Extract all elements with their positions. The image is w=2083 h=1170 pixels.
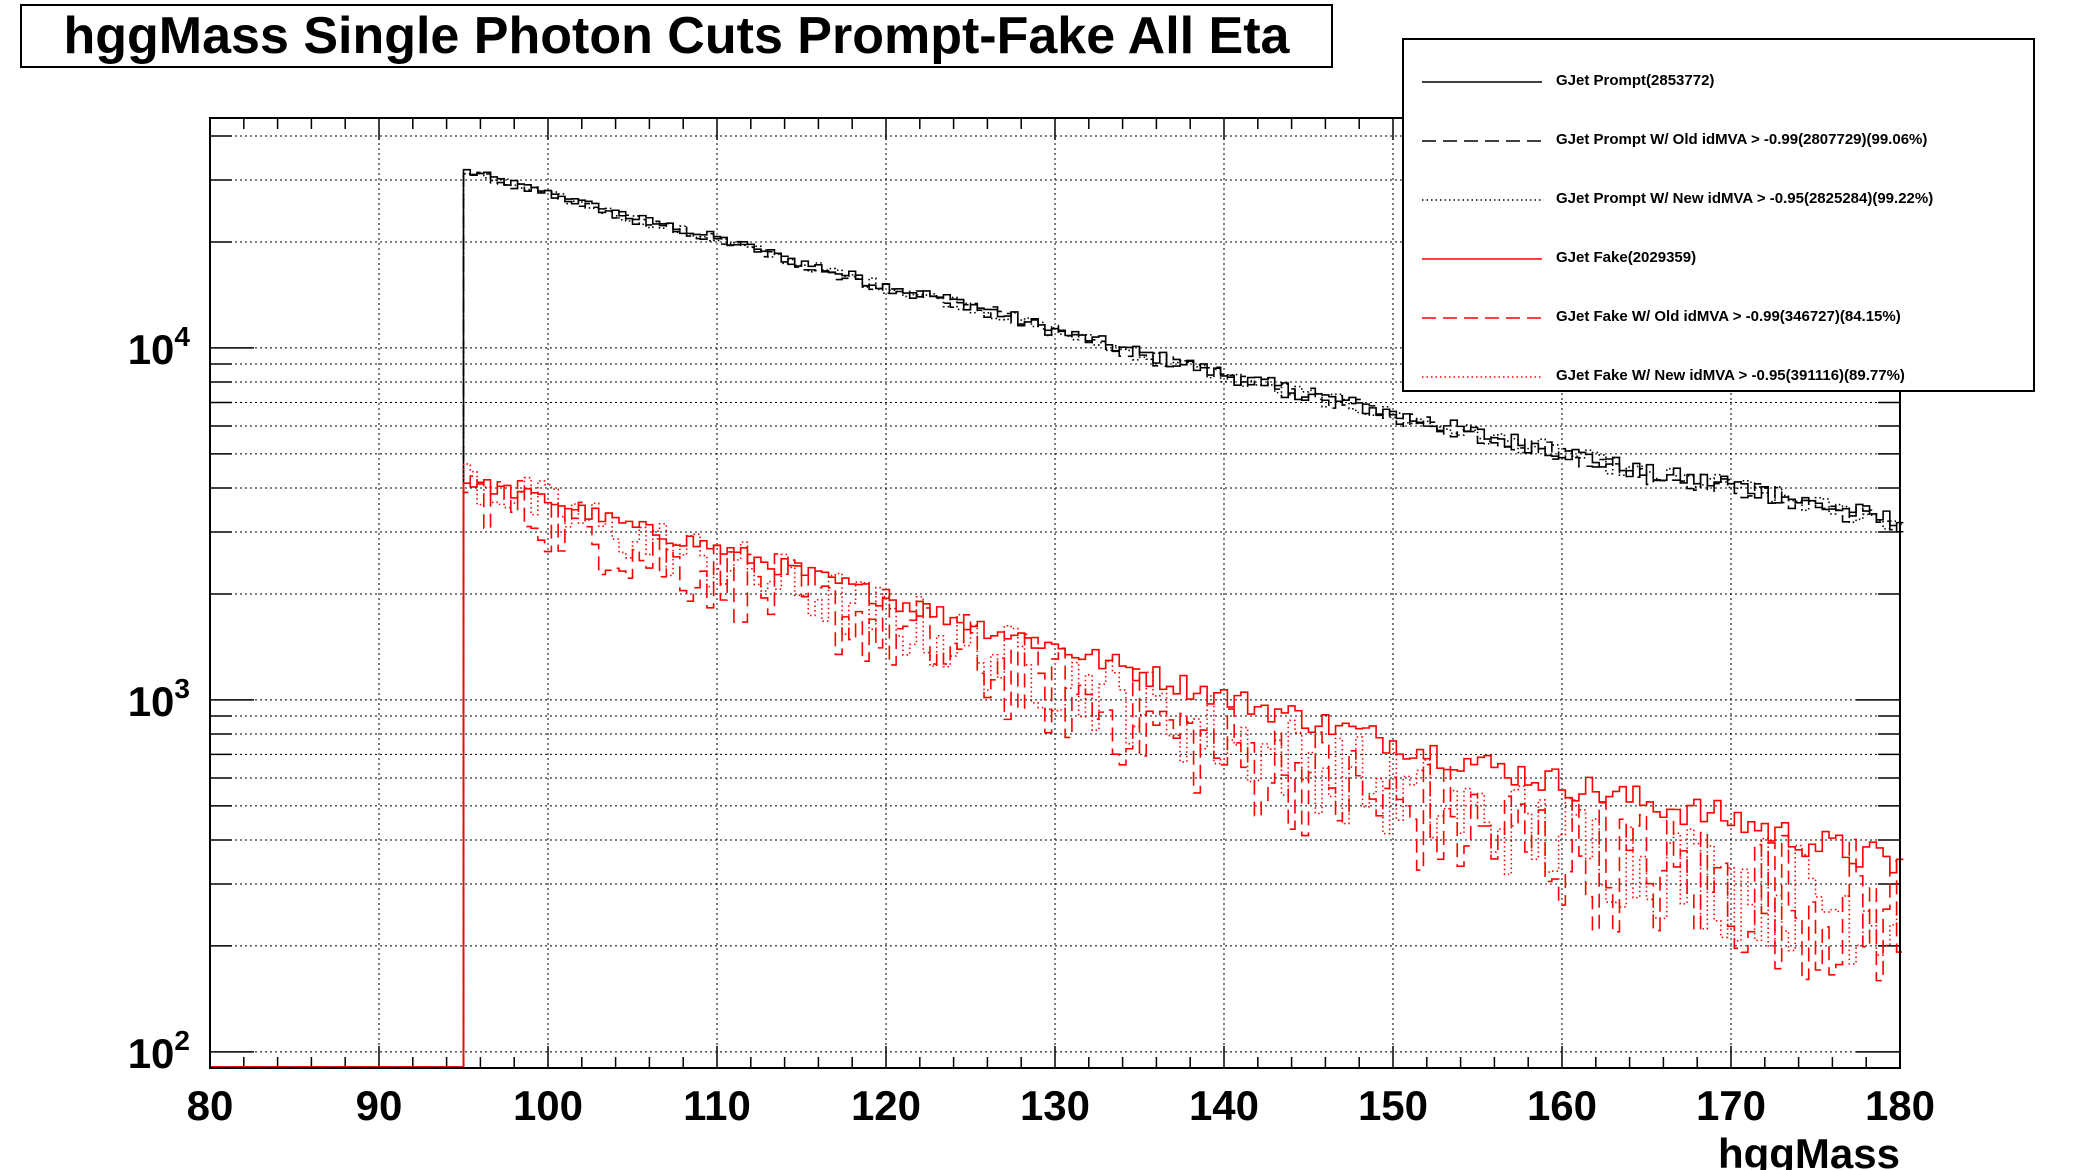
legend-swatch-gjet-fake: [1422, 258, 1542, 260]
legend-label-gjet-fake-old-idmva: GJet Fake W/ Old idMVA > -0.99(346727)(8…: [1556, 308, 1901, 325]
y-tick-label: 103: [128, 673, 190, 725]
legend-swatch-gjet-fake-old-idmva: [1422, 317, 1542, 319]
legend-entry-gjet-fake-new-idmva: GJet Fake W/ New idMVA > -0.95(391116)(8…: [1404, 357, 2033, 397]
x-tick-label: 80: [187, 1082, 234, 1129]
x-tick-label: 110: [683, 1082, 751, 1129]
series-line-4: [210, 475, 1904, 1068]
x-tick-label: 140: [1189, 1082, 1259, 1129]
x-tick-label: 160: [1527, 1082, 1597, 1129]
legend-label-gjet-prompt-old-idmva: GJet Prompt W/ Old idMVA > -0.99(2807729…: [1556, 131, 1928, 148]
legend-entry-gjet-fake: GJet Fake(2029359): [1404, 239, 2033, 279]
y-tick-label: 104: [128, 321, 191, 373]
series-line-2: [210, 172, 1904, 1068]
legend-entry-gjet-prompt-old-idmva: GJet Prompt W/ Old idMVA > -0.99(2807729…: [1404, 121, 2033, 161]
legend-entry-gjet-prompt-new-idmva: GJet Prompt W/ New idMVA > -0.95(2825284…: [1404, 180, 2033, 220]
legend-swatch-gjet-prompt-new-idmva: [1422, 199, 1542, 201]
legend-label-gjet-fake: GJet Fake(2029359): [1556, 249, 1697, 266]
legend-swatch-gjet-prompt-old-idmva: [1422, 140, 1542, 142]
legend-label-gjet-prompt: GJet Prompt(2853772): [1556, 72, 1715, 89]
y-tick-label: 102: [128, 1025, 190, 1077]
x-tick-label: 150: [1358, 1082, 1428, 1129]
legend: GJet Prompt(2853772) GJet Prompt W/ Old …: [1402, 38, 2035, 392]
legend-entry-gjet-fake-old-idmva: GJet Fake W/ Old idMVA > -0.99(346727)(8…: [1404, 298, 2033, 338]
legend-label-gjet-fake-new-idmva: GJet Fake W/ New idMVA > -0.95(391116)(8…: [1556, 367, 1905, 384]
x-tick-label: 100: [513, 1082, 583, 1129]
x-axis-title: hggMass: [1718, 1130, 1900, 1170]
legend-label-gjet-prompt-new-idmva: GJet Prompt W/ New idMVA > -0.95(2825284…: [1556, 190, 1934, 207]
plot-frame: [209, 117, 1901, 1069]
x-tick-label: 170: [1696, 1082, 1766, 1129]
x-tick-label: 90: [356, 1082, 403, 1129]
x-tick-label: 180: [1865, 1082, 1935, 1129]
x-tick-label: 120: [851, 1082, 921, 1129]
chart-title: hggMass Single Photon Cuts Prompt-Fake A…: [20, 4, 1333, 68]
x-tick-label: 130: [1020, 1082, 1090, 1129]
legend-swatch-gjet-fake-new-idmva: [1422, 376, 1542, 378]
legend-swatch-gjet-prompt: [1422, 81, 1542, 83]
legend-entry-gjet-prompt: GJet Prompt(2853772): [1404, 62, 2033, 102]
series-line-5: [210, 463, 1904, 1068]
